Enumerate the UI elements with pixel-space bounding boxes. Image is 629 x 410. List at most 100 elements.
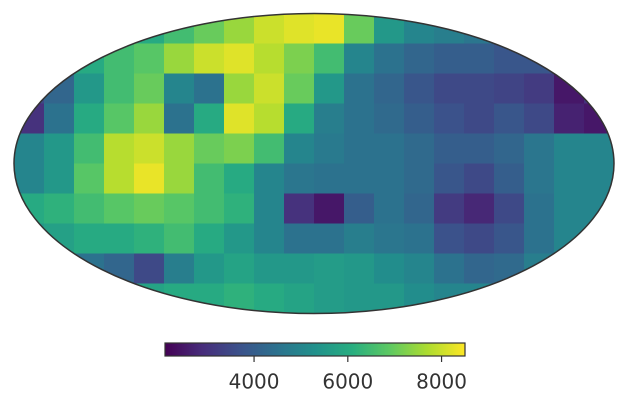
map-cell — [344, 43, 375, 74]
map-cell — [314, 133, 345, 164]
map-cell — [44, 163, 75, 194]
colorbar: 4000 6000 8000 — [164, 342, 467, 394]
map-cell — [584, 73, 614, 104]
map-cell — [284, 73, 315, 104]
map-cell — [254, 253, 285, 284]
map-outline — [13, 12, 615, 315]
map-cell — [374, 73, 405, 104]
map-cell — [464, 43, 495, 74]
map-cell — [164, 163, 195, 194]
map-cell — [14, 223, 45, 254]
map-cell — [164, 193, 195, 224]
map-cell — [404, 133, 435, 164]
map-cell — [494, 163, 525, 194]
map-cell — [494, 283, 525, 314]
map-cell — [44, 283, 75, 314]
map-cell — [164, 283, 195, 314]
map-cell — [374, 163, 405, 194]
map-cell — [44, 253, 75, 284]
map-cell — [194, 223, 225, 254]
map-cell — [314, 193, 345, 224]
map-cell — [464, 163, 495, 194]
map-cell — [464, 193, 495, 224]
map-cell — [404, 193, 435, 224]
map-cell — [314, 73, 345, 104]
map-cell — [344, 103, 375, 134]
map-cell — [344, 253, 375, 284]
map-cell — [104, 13, 135, 44]
map-cell — [254, 223, 285, 254]
map-cell — [224, 43, 255, 74]
map-cell — [404, 73, 435, 104]
map-cell — [284, 283, 315, 314]
map-cell — [314, 253, 345, 284]
map-cell — [554, 103, 585, 134]
map-cell — [104, 133, 135, 164]
map-cell — [344, 163, 375, 194]
map-cell — [44, 43, 75, 74]
map-cell — [584, 253, 614, 284]
map-cell — [524, 283, 555, 314]
map-cell — [74, 103, 105, 134]
map-cell — [164, 103, 195, 134]
map-cell — [44, 13, 75, 44]
map-cell — [14, 283, 45, 314]
map-cell — [134, 13, 165, 44]
map-cell — [404, 253, 435, 284]
map-cell — [404, 103, 435, 134]
map-cell — [314, 223, 345, 254]
map-cell — [554, 253, 585, 284]
map-cell — [494, 103, 525, 134]
map-cell — [494, 223, 525, 254]
map-cell — [284, 163, 315, 194]
colorbar-tick-label: 4000 — [229, 370, 280, 394]
map-cell — [434, 283, 465, 314]
map-cell — [554, 133, 585, 164]
map-cell — [284, 133, 315, 164]
map-cell — [374, 133, 405, 164]
map-cell — [134, 223, 165, 254]
map-cell — [404, 13, 435, 44]
colorbar-tick-label: 6000 — [322, 370, 373, 394]
map-cell — [134, 43, 165, 74]
map-cell — [494, 43, 525, 74]
map-cell — [104, 103, 135, 134]
map-cell — [134, 283, 165, 314]
map-cell — [284, 253, 315, 284]
map-cell — [434, 43, 465, 74]
map-cell — [554, 283, 585, 314]
map-cell — [344, 133, 375, 164]
map-cell — [524, 163, 555, 194]
map-cell — [314, 163, 345, 194]
map-cell — [524, 13, 555, 44]
map-cell — [374, 103, 405, 134]
map-cell — [464, 13, 495, 44]
map-cell — [584, 223, 614, 254]
map-cell — [284, 223, 315, 254]
map-cell — [254, 283, 285, 314]
map-cell — [434, 73, 465, 104]
map-cell — [494, 133, 525, 164]
map-cell — [284, 193, 315, 224]
map-cell — [194, 163, 225, 194]
map-cell — [434, 133, 465, 164]
map-cell — [464, 103, 495, 134]
map-cell — [44, 103, 75, 134]
map-cell — [434, 13, 465, 44]
map-cell — [14, 43, 45, 74]
map-cell — [524, 223, 555, 254]
map-cell — [464, 223, 495, 254]
map-cell — [254, 133, 285, 164]
map-cell — [74, 283, 105, 314]
map-cell — [74, 73, 105, 104]
map-cell — [374, 223, 405, 254]
map-cell — [284, 13, 315, 44]
map-cell — [14, 73, 45, 104]
colorbar-tick-label: 8000 — [416, 370, 467, 394]
map-cell — [254, 73, 285, 104]
map-cell — [554, 13, 585, 44]
map-cell — [524, 103, 555, 134]
map-cell — [194, 13, 225, 44]
map-cell — [404, 163, 435, 194]
map-cell — [494, 253, 525, 284]
